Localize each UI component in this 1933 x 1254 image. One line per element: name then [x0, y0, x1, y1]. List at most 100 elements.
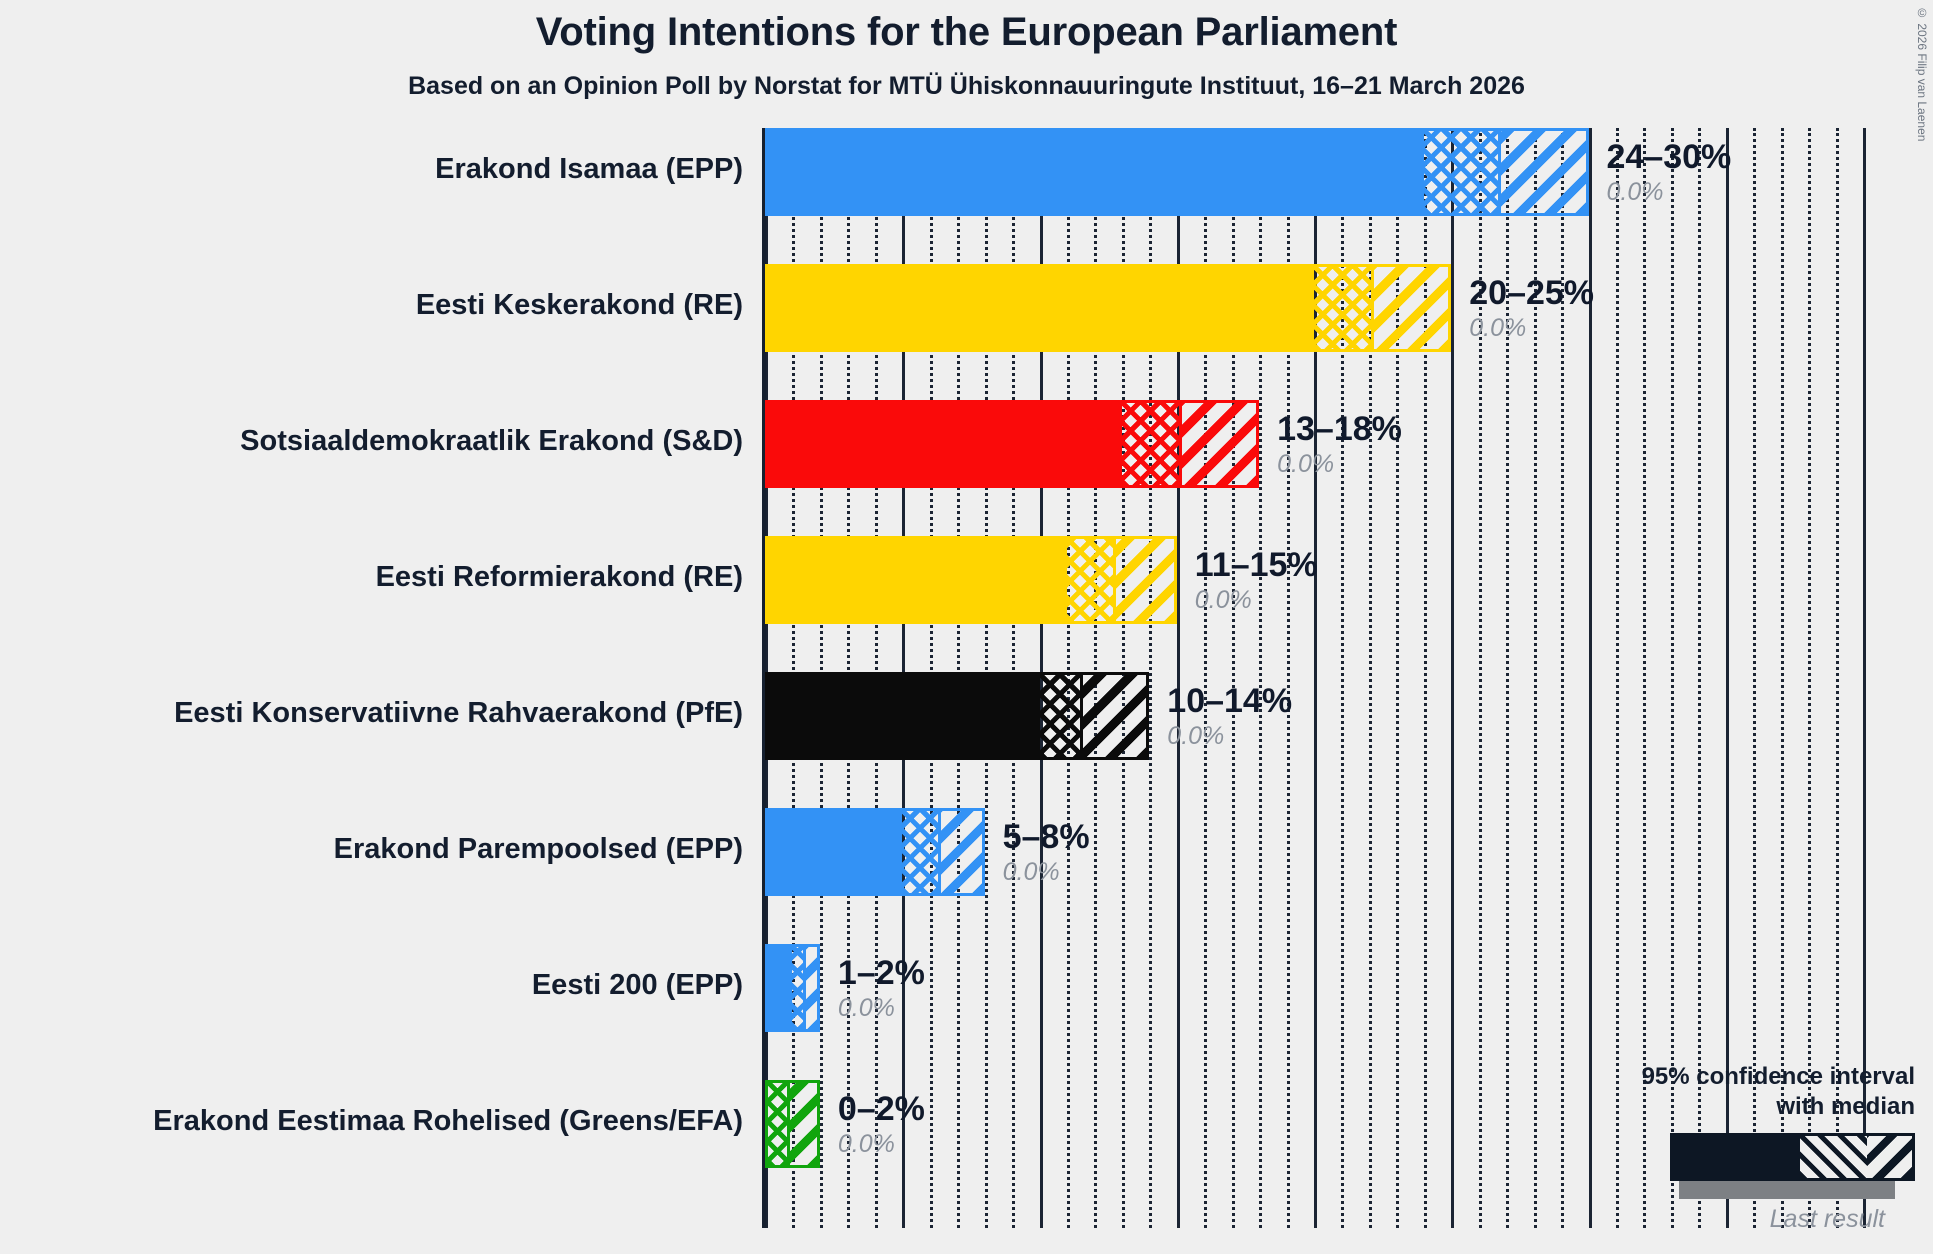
- legend-diagonal-segment: [1866, 1136, 1912, 1178]
- bar-value-range: 24–30%: [1606, 138, 1732, 176]
- gridline-minor: [1698, 128, 1702, 1228]
- gridline-minor: [1643, 128, 1647, 1228]
- legend-title: 95% confidence interval with median: [1585, 1062, 1915, 1121]
- bar-crosshatch-segment: [1121, 403, 1183, 485]
- gridline-minor: [1780, 128, 1784, 1228]
- party-label: Eesti Konservatiivne Rahvaerakond (PfE): [174, 697, 743, 729]
- bar-crosshatch-segment: [1314, 267, 1375, 349]
- bar-row: Erakond Isamaa (EPP) 24–30% 0.0%: [435, 128, 1865, 216]
- bar-diagonal-segment: [1182, 403, 1260, 485]
- gridline-major: [1863, 128, 1866, 1228]
- bar-diagonal-segment: [1374, 267, 1452, 349]
- bar-value-range: 13–18%: [1277, 410, 1402, 448]
- bar-row: Eesti Konservatiivne Rahvaerakond (PfE) 1…: [174, 672, 1865, 760]
- gridline-major: [1451, 128, 1455, 1228]
- bar-row: Eesti Reformierakond (RE) 11–15% 0.0%: [376, 536, 1865, 624]
- value-axis-line: [762, 128, 766, 1228]
- bar-row: Eesti 200 (EPP) 1–2% 0.0%: [532, 944, 1865, 1032]
- party-label: Erakond Eestimaa Rohelised (Greens/EFA): [153, 1105, 743, 1137]
- bar-value-labels: 1–2% 0.0%: [838, 956, 925, 1023]
- plot-area: Erakond Isamaa (EPP) 24–30% 0.0% Eesti Kesk…: [153, 128, 1866, 1228]
- party-label: Sotsiaaldemokraatlik Erakond (S&D): [240, 425, 743, 457]
- gridline-minor: [1396, 128, 1400, 1228]
- gridline-minor: [1753, 128, 1757, 1228]
- gridline-minor: [1670, 128, 1674, 1228]
- confidence-interval-bar: [765, 400, 1260, 488]
- confidence-interval-bar: [765, 944, 820, 1032]
- bar-row: Sotsiaaldemokraatlik Erakond (S&D) 13–18%…: [240, 400, 1865, 488]
- bar-value-labels: 10–14% 0.0%: [1167, 684, 1292, 751]
- bar-last-result: 0.0%: [837, 994, 895, 1022]
- bar-value-range: 10–14%: [1167, 682, 1293, 720]
- gridline-minor: [1423, 128, 1427, 1228]
- gridline-minor: [1506, 128, 1510, 1228]
- bar-crosshatch-segment: [902, 811, 941, 893]
- bar-crosshatch-segment: [792, 947, 807, 1029]
- gridline-major: [1588, 128, 1592, 1228]
- bar-value-range: 0–2%: [837, 1090, 925, 1128]
- confidence-interval-bar: [765, 264, 1452, 352]
- gridline-major: [1725, 128, 1729, 1228]
- bar-diagonal-segment: [786, 1083, 820, 1165]
- bar-value-labels: 13–18% 0.0%: [1277, 412, 1402, 479]
- bar-last-result: 0.0%: [1469, 314, 1527, 342]
- legend-crosshatch-segment: [1799, 1136, 1870, 1178]
- bar-last-result: 0.0%: [1277, 450, 1335, 478]
- gridline-minor: [1231, 128, 1235, 1228]
- party-label: Erakond Parempoolsed (EPP): [333, 833, 743, 865]
- bar-value-labels: 5–8% 0.0%: [1003, 820, 1090, 887]
- bar-solid-segment: [768, 267, 1314, 349]
- bar-row: Erakond Eestimaa Rohelised (Greens/EFA) 0…: [153, 1080, 1865, 1168]
- bar-solid-segment: [768, 131, 1424, 213]
- gridline-major: [1176, 128, 1180, 1228]
- gridline-minor: [1149, 128, 1153, 1228]
- chart-subtitle: Based on an Opinion Poll by Norstat for …: [408, 72, 1525, 100]
- legend-title-line2: with median: [1776, 1092, 1915, 1120]
- gridline-minor: [1259, 128, 1263, 1228]
- bar-solid-segment: [768, 811, 903, 893]
- bar-solid-segment: [768, 675, 1040, 757]
- gridline-minor: [1615, 128, 1619, 1228]
- party-label: Eesti 200 (EPP): [531, 969, 743, 1001]
- confidence-interval-bar: [765, 672, 1150, 760]
- bar-last-result: 0.0%: [837, 1130, 895, 1158]
- confidence-interval-bar: [765, 1080, 820, 1168]
- bar-crosshatch-segment: [1039, 675, 1084, 757]
- bar-solid-segment: [768, 539, 1067, 621]
- legend-swatch: [1670, 1133, 1915, 1181]
- bar-diagonal-segment: [1083, 675, 1150, 757]
- gridline-minor: [1533, 128, 1537, 1228]
- bar-diagonal-segment: [940, 811, 985, 893]
- bar-last-result: 0.0%: [1167, 722, 1225, 750]
- confidence-interval-bar: [765, 128, 1589, 216]
- bar-value-range: 5–8%: [1002, 818, 1090, 856]
- party-label: Eesti Reformierakond (RE): [375, 561, 743, 593]
- bar-last-result: 0.0%: [1002, 858, 1060, 886]
- bar-crosshatch-segment: [1423, 131, 1501, 213]
- bar-solid-segment: [768, 947, 793, 1029]
- bar-value-labels: 24–30% 0.0%: [1607, 140, 1732, 207]
- bar-row: Erakond Parempoolsed (EPP) 5–8% 0.0%: [334, 808, 1865, 896]
- bar-value-labels: 11–15% 0.0%: [1195, 548, 1318, 615]
- bar-last-result: 0.0%: [1606, 178, 1664, 206]
- bar-solid-segment: [768, 403, 1122, 485]
- gridline-minor: [1341, 128, 1345, 1228]
- gridline-minor: [1561, 128, 1565, 1228]
- party-label: Erakond Isamaa (EPP): [435, 153, 743, 185]
- bar-last-result: 0.0%: [1194, 586, 1252, 614]
- legend-last-result-label: Last result: [1769, 1205, 1885, 1233]
- gridline-minor: [1478, 128, 1482, 1228]
- party-label: Eesti Keskerakond (RE): [415, 289, 743, 321]
- legend-last-result-swatch: [1679, 1181, 1895, 1199]
- gridline-minor: [1835, 128, 1839, 1228]
- bar-value-range: 1–2%: [837, 954, 925, 992]
- bar-value-labels: 0–2% 0.0%: [838, 1092, 925, 1159]
- bar-value-range: 11–15%: [1194, 546, 1318, 584]
- confidence-interval-bar: [765, 808, 985, 896]
- legend: 95% confidence interval with median Last…: [1585, 1062, 1915, 1234]
- gridline-minor: [1808, 128, 1812, 1228]
- bar-value-labels: 20–25% 0.0%: [1469, 276, 1594, 343]
- legend-title-line1: 95% confidence interval: [1641, 1063, 1915, 1091]
- gridline-minor: [1368, 128, 1372, 1228]
